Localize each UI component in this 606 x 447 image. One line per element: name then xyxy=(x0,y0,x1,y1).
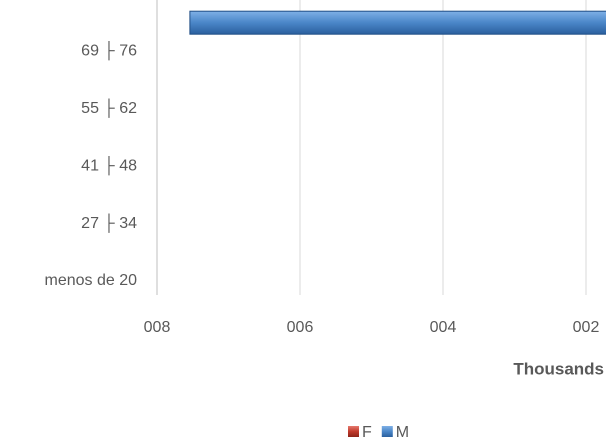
legend-swatch xyxy=(381,426,393,437)
bar xyxy=(189,10,606,35)
y-tick-label: 41 ├ 48 xyxy=(81,155,137,175)
y-tick-label: 69 ├ 76 xyxy=(81,41,137,61)
legend-swatch xyxy=(348,426,359,437)
y-tick-label: 27 ├ 34 xyxy=(81,213,137,233)
x-tick-label: 008 xyxy=(144,319,171,336)
y-tick-label: menos de 20 xyxy=(44,272,137,289)
legend-label: F xyxy=(362,424,372,441)
x-tick-label: 002 xyxy=(573,319,600,336)
legend-label: M xyxy=(396,424,409,441)
x-tick-label: 006 xyxy=(287,319,314,336)
x-axis-title: Thousands xyxy=(513,359,604,378)
x-tick-label: 004 xyxy=(430,319,457,336)
y-tick-label: 55 ├ 62 xyxy=(81,98,137,118)
